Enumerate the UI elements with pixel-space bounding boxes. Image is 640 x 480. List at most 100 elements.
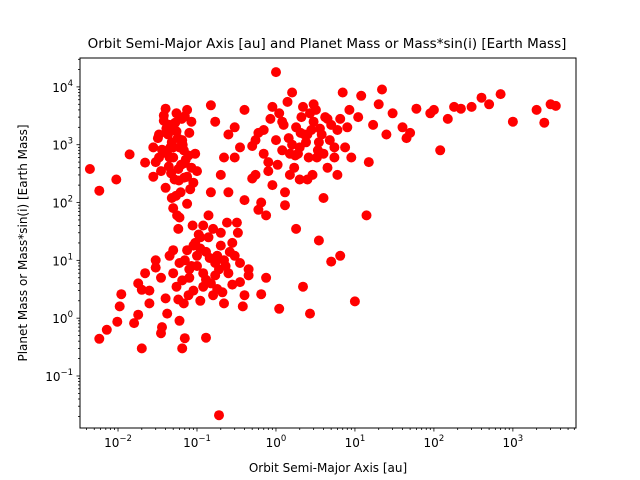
data-point [283, 133, 294, 144]
data-point [326, 256, 337, 267]
data-point [208, 223, 219, 234]
data-point [186, 261, 197, 271]
data-point [187, 220, 198, 231]
data-point [387, 108, 398, 119]
data-point [168, 268, 179, 279]
data-point [303, 152, 314, 163]
data-point [94, 185, 105, 196]
data-point [160, 103, 171, 114]
data-point [227, 279, 238, 290]
data-point [150, 262, 161, 273]
data-point [344, 104, 355, 115]
data-point [179, 111, 190, 122]
data-point [272, 159, 283, 170]
data-point [157, 322, 167, 333]
y-tick-label: 101 [52, 252, 73, 268]
data-point [363, 157, 374, 168]
data-point [144, 285, 155, 296]
data-point [377, 84, 387, 95]
data-point [267, 180, 278, 191]
data-point [182, 245, 193, 256]
data-point [296, 112, 307, 123]
data-point [290, 150, 301, 161]
data-point [192, 166, 202, 177]
data-point [250, 169, 261, 180]
data-point [239, 290, 250, 301]
data-point [356, 90, 367, 101]
data-point [278, 119, 289, 130]
data-point [361, 210, 372, 221]
data-point [313, 137, 324, 148]
data-point [274, 108, 285, 119]
data-point [124, 149, 135, 160]
data-point [171, 281, 182, 292]
data-point [329, 152, 340, 163]
y-tick-label: 10−1 [45, 368, 73, 384]
data-point [223, 187, 234, 198]
data-point [258, 148, 269, 159]
data-point [148, 171, 159, 182]
data-point [313, 235, 324, 246]
data-point [201, 332, 211, 343]
data-point [219, 152, 229, 163]
data-point [235, 277, 245, 288]
data-point [291, 223, 302, 234]
data-point [332, 125, 343, 135]
data-point [239, 104, 250, 115]
data-point [177, 343, 188, 354]
data-point [203, 210, 214, 221]
data-point [229, 152, 240, 163]
data-point [231, 217, 242, 228]
data-point [335, 113, 346, 124]
data-point [305, 308, 315, 319]
data-point [136, 343, 147, 354]
data-point [154, 152, 164, 163]
data-point [144, 298, 155, 309]
y-tick-label: 104 [52, 79, 73, 95]
data-point [172, 133, 183, 144]
data-point [182, 198, 193, 209]
data-point [261, 272, 272, 283]
data-point [531, 104, 542, 115]
data-point [195, 295, 206, 306]
data-point [116, 289, 127, 300]
data-point [442, 113, 453, 124]
data-point [184, 127, 195, 138]
data-point [223, 129, 234, 140]
data-point [114, 301, 125, 312]
data-point [94, 333, 105, 344]
data-point [210, 270, 221, 281]
data-point [183, 290, 194, 301]
y-tick-label: 100 [52, 310, 73, 326]
data-point [298, 281, 308, 292]
data-point [243, 264, 254, 275]
data-point [428, 104, 439, 115]
data-point [140, 157, 151, 168]
data-point [305, 108, 315, 119]
data-point [324, 135, 335, 146]
data-point [158, 115, 169, 126]
data-point [282, 96, 293, 107]
data-point [237, 301, 248, 312]
data-point [312, 145, 323, 156]
data-point [204, 253, 215, 263]
y-axis-label: Planet Mass or Mass*sin(i) [Earth Mass] [16, 124, 30, 361]
data-point [280, 200, 290, 211]
data-point [271, 135, 281, 146]
data-point [129, 318, 140, 329]
data-point [217, 287, 228, 298]
data-point [329, 142, 340, 153]
data-point [507, 116, 518, 127]
data-point [150, 255, 161, 266]
data-point [301, 137, 311, 148]
data-point [215, 227, 226, 238]
data-point [247, 141, 258, 151]
data-point [224, 246, 235, 257]
data-point [133, 278, 144, 289]
data-point [160, 182, 171, 193]
data-point [265, 113, 276, 124]
x-tick-label: 10−2 [104, 434, 132, 450]
data-point [332, 169, 343, 180]
data-point [101, 324, 112, 335]
data-point [164, 250, 175, 261]
